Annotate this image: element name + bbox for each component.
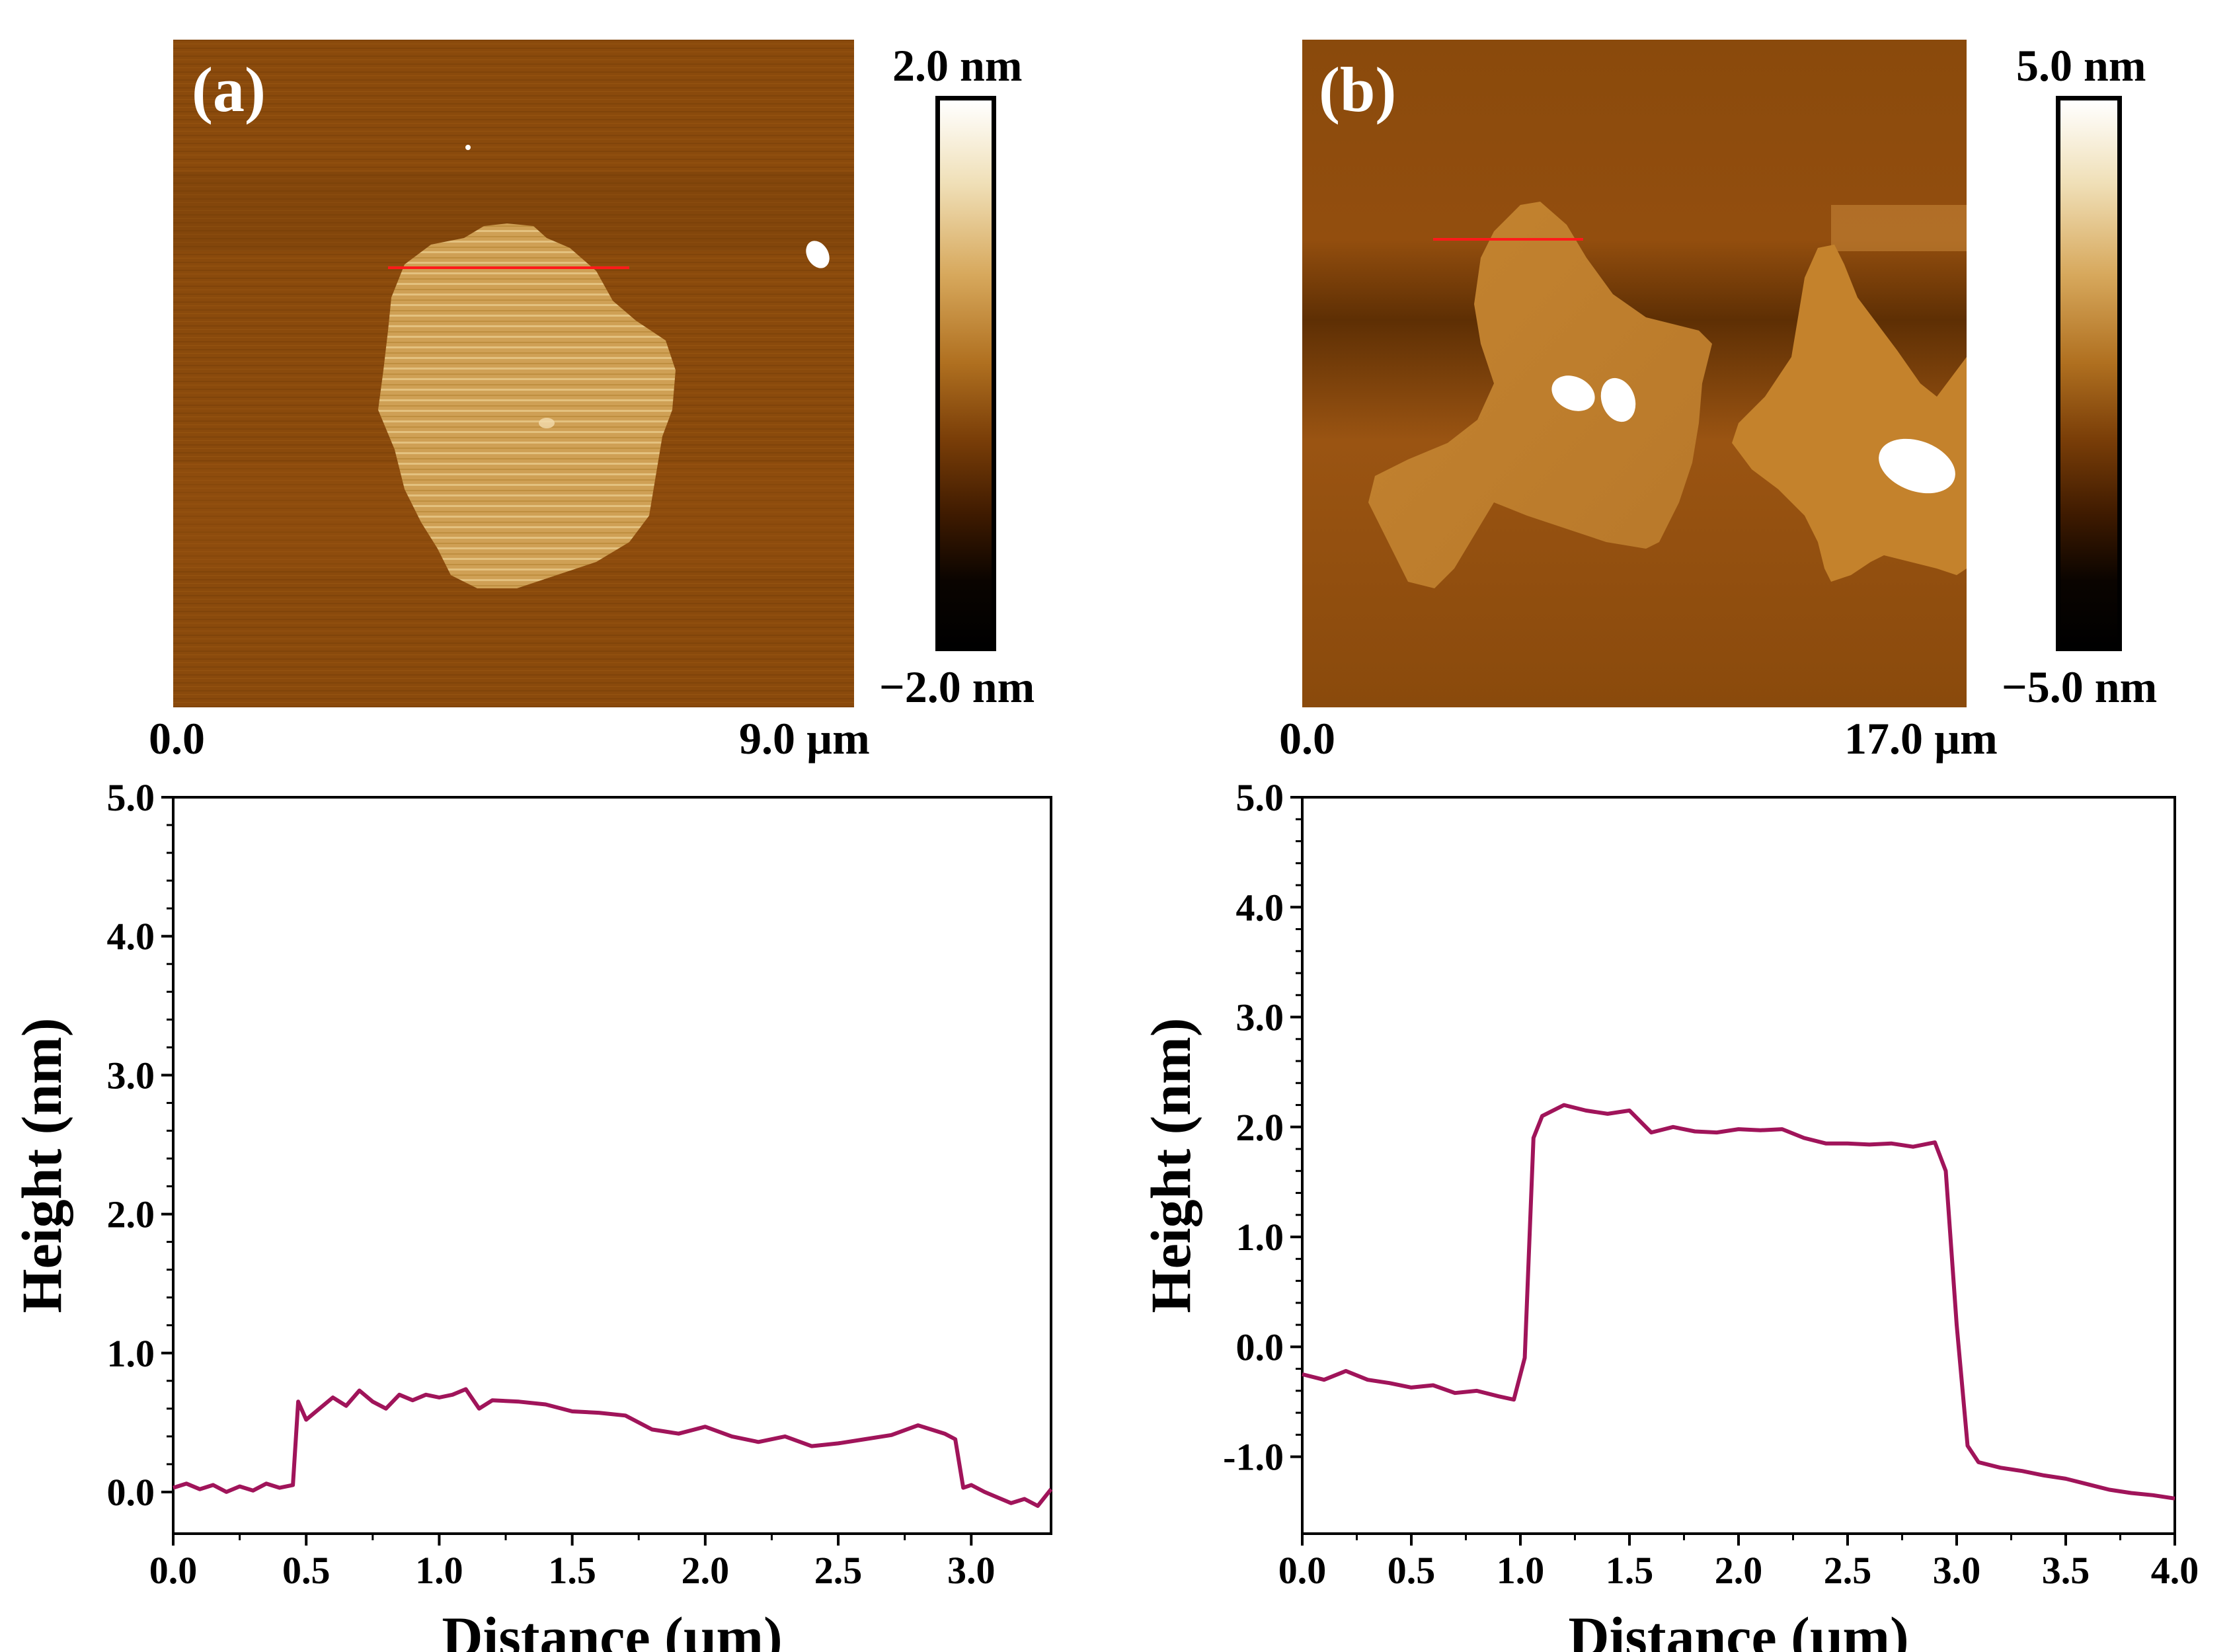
series-line bbox=[173, 1387, 1053, 1508]
y-axis-title: Height (nm) bbox=[1139, 1018, 1202, 1314]
afm-a-particle bbox=[806, 241, 830, 268]
series-line bbox=[1302, 1103, 2175, 1501]
colorbar-a-max: 2.0 nm bbox=[892, 40, 1023, 91]
x-tick-label: 1.5 bbox=[548, 1549, 596, 1592]
plot-frame bbox=[1301, 796, 2176, 1535]
x-tick-label: 2.0 bbox=[682, 1549, 730, 1592]
afm-a-x-start: 0.0 bbox=[149, 713, 205, 764]
colorbar-b-min: −5.0 nm bbox=[2002, 662, 2158, 712]
y-tick-label: 0.0 bbox=[107, 1471, 155, 1514]
x-tick-label: 2.5 bbox=[1824, 1549, 1872, 1592]
x-tick-label: 0.0 bbox=[149, 1549, 198, 1592]
x-tick-label: 1.0 bbox=[1497, 1549, 1545, 1592]
y-tick-label: 2.0 bbox=[107, 1193, 155, 1236]
y-tick-label: 4.0 bbox=[107, 915, 155, 958]
x-axis-title: Distance (µm) bbox=[442, 1605, 782, 1652]
x-axis-title: Distance (µm) bbox=[1568, 1605, 1908, 1652]
x-tick-label: 1.5 bbox=[1606, 1549, 1654, 1592]
plot-frame bbox=[172, 796, 1052, 1535]
x-tick-label: 3.0 bbox=[1933, 1549, 1981, 1592]
afm-image-b bbox=[1302, 40, 1967, 707]
afm-b-particle-1 bbox=[1551, 375, 1595, 411]
y-tick-label: 3.0 bbox=[107, 1054, 155, 1097]
y-tick-label: -1.0 bbox=[1223, 1436, 1284, 1479]
colorbar-b-max: 5.0 nm bbox=[2016, 40, 2146, 91]
y-tick-label: 1.0 bbox=[107, 1332, 155, 1375]
x-tick-label: 2.0 bbox=[1715, 1549, 1763, 1592]
x-tick-label: 3.5 bbox=[2042, 1549, 2090, 1592]
x-tick-label: 1.0 bbox=[415, 1549, 463, 1592]
y-tick-label: 1.0 bbox=[1236, 1216, 1284, 1259]
colorbar-a bbox=[935, 96, 996, 651]
x-tick-label: 2.5 bbox=[814, 1549, 863, 1592]
y-axis-title: Height (nm) bbox=[10, 1018, 73, 1314]
panel-label-a: (a) bbox=[192, 54, 266, 125]
afm-b-x-end: 17.0 µm bbox=[1844, 713, 1998, 764]
y-tick-label: 2.0 bbox=[1236, 1106, 1284, 1149]
x-tick-label: 0.5 bbox=[1388, 1549, 1436, 1592]
colorbar-a-min: −2.0 nm bbox=[879, 662, 1035, 712]
x-tick-label: 0.0 bbox=[1278, 1549, 1327, 1592]
y-tick-label: 5.0 bbox=[1236, 776, 1284, 819]
x-tick-label: 3.0 bbox=[947, 1549, 996, 1592]
afm-b-particle-2 bbox=[1600, 377, 1636, 422]
panel-label-b: (b) bbox=[1319, 54, 1397, 125]
y-tick-label: 5.0 bbox=[107, 776, 155, 819]
colorbar-b bbox=[2056, 96, 2122, 651]
height-profile-chart-b: 0.0 0.5 1.0 1.5 2.0 2.5 3.0 3.5 4.0 -1.0 0.0 1.0 2.0… bbox=[1139, 776, 2199, 1652]
afm-b-flake-1 bbox=[1368, 202, 1712, 588]
y-tick-label: 3.0 bbox=[1236, 996, 1284, 1039]
afm-b-particle-3 bbox=[1879, 438, 1955, 494]
y-tick-label: 0.0 bbox=[1236, 1325, 1284, 1368]
y-tick-label: 4.0 bbox=[1236, 886, 1284, 929]
afm-b-flake-2 bbox=[1732, 245, 1967, 582]
afm-image-a bbox=[173, 40, 854, 707]
afm-a-flake bbox=[378, 223, 676, 588]
height-profile-chart-a: 0.0 0.5 1.0 1.5 2.0 2.5 3.0 0.0 1.0 2.0 3.0 4.0 5.0 D… bbox=[10, 776, 1053, 1652]
x-tick-label: 0.5 bbox=[282, 1549, 331, 1592]
afm-b-x-start: 0.0 bbox=[1279, 713, 1335, 764]
afm-a-x-end: 9.0 µm bbox=[739, 713, 870, 764]
x-tick-label: 4.0 bbox=[2151, 1549, 2199, 1592]
